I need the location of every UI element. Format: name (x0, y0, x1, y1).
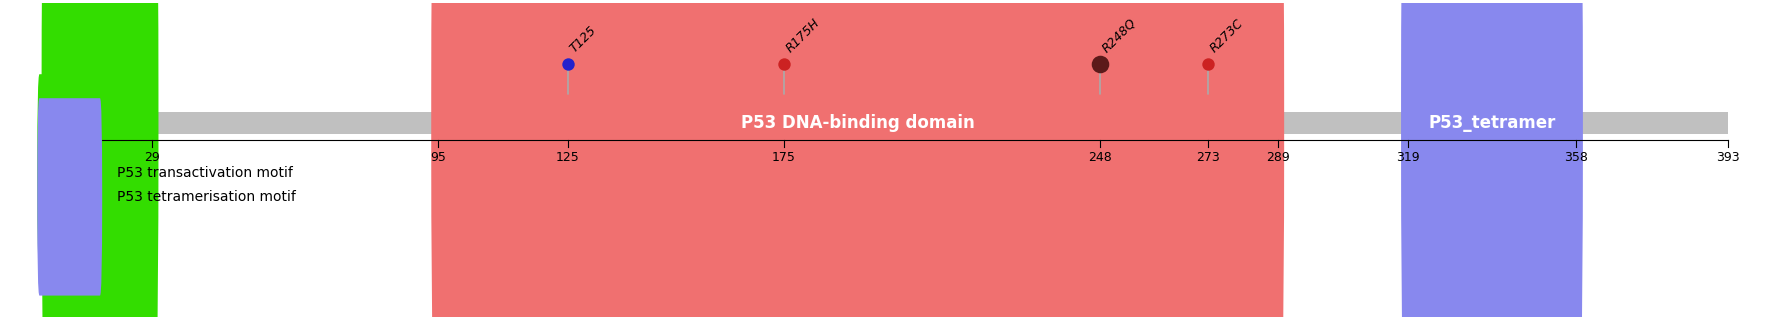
Text: 393: 393 (1716, 151, 1740, 164)
FancyBboxPatch shape (37, 74, 103, 272)
Text: T125: T125 (567, 23, 599, 55)
FancyBboxPatch shape (432, 0, 1284, 320)
Point (1085, 61, 1114, 67)
Text: P53 transactivation motif: P53 transactivation motif (117, 166, 293, 180)
FancyBboxPatch shape (37, 98, 103, 296)
Text: 125: 125 (556, 151, 579, 164)
Text: 29: 29 (144, 151, 160, 164)
Point (769, 61, 797, 67)
Text: R175H: R175H (783, 16, 822, 55)
Text: 289: 289 (1266, 151, 1289, 164)
Text: 319: 319 (1396, 151, 1419, 164)
Text: 273: 273 (1197, 151, 1220, 164)
Text: R273C: R273C (1208, 16, 1247, 55)
Point (1193, 61, 1222, 67)
FancyBboxPatch shape (1401, 0, 1582, 320)
Text: P53 DNA-binding domain: P53 DNA-binding domain (741, 114, 975, 132)
Text: 358: 358 (1565, 151, 1588, 164)
Text: 95: 95 (430, 151, 446, 164)
FancyBboxPatch shape (41, 0, 158, 320)
Text: 248: 248 (1089, 151, 1112, 164)
Text: R248Q: R248Q (1099, 16, 1138, 55)
Text: 175: 175 (773, 151, 796, 164)
Text: P53 tetramerisation motif: P53 tetramerisation motif (117, 190, 297, 204)
Point (554, 61, 583, 67)
Bar (48, 112, 1728, 134)
Text: P53_tetramer: P53_tetramer (1428, 114, 1556, 132)
Text: 5: 5 (44, 151, 52, 164)
